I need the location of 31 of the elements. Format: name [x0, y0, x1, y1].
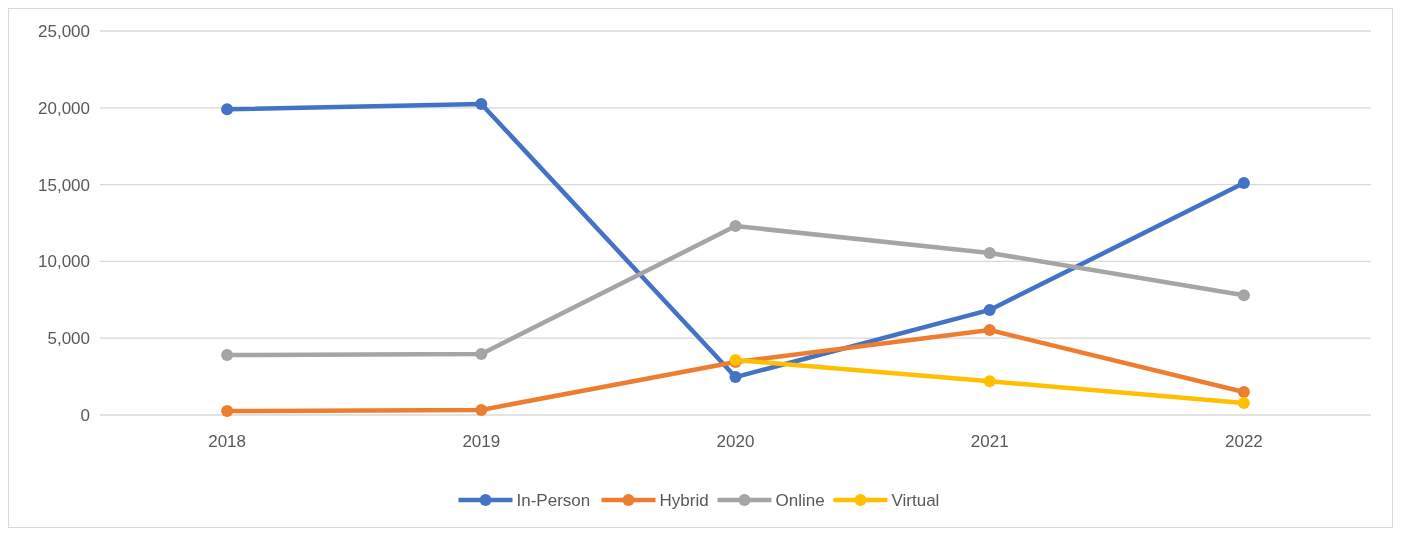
point	[983, 303, 996, 316]
y-tick-label: 5,000	[47, 329, 90, 349]
point	[221, 405, 234, 418]
x-tick-label: 2021	[970, 432, 1009, 451]
point	[1237, 177, 1250, 190]
point	[475, 403, 488, 416]
point	[1237, 397, 1250, 410]
x-tick-label: 2022	[1224, 432, 1263, 451]
y-tick-label: 20,000	[38, 98, 90, 118]
point	[729, 220, 742, 233]
point	[729, 371, 742, 384]
x-tick-label: 2019	[462, 432, 501, 451]
point	[983, 324, 996, 337]
point	[221, 103, 234, 116]
point	[1237, 385, 1250, 398]
legend-label: Online	[775, 490, 825, 510]
point	[221, 349, 234, 362]
y-tick-label: 25,000	[38, 21, 90, 41]
legend-label: Hybrid	[659, 490, 709, 510]
legend-label: Virtual	[891, 490, 940, 510]
x-tick-label: 2020	[716, 432, 755, 451]
point	[983, 375, 996, 388]
y-tick-label: 10,000	[38, 252, 90, 272]
point	[1237, 289, 1250, 302]
point	[475, 97, 488, 110]
x-tick-label: 2018	[208, 432, 247, 451]
point	[475, 348, 488, 361]
y-tick-label: 15,000	[38, 175, 90, 195]
legend-label: In-Person	[516, 490, 591, 510]
y-tick-label: 0	[80, 405, 90, 425]
point	[983, 246, 996, 259]
